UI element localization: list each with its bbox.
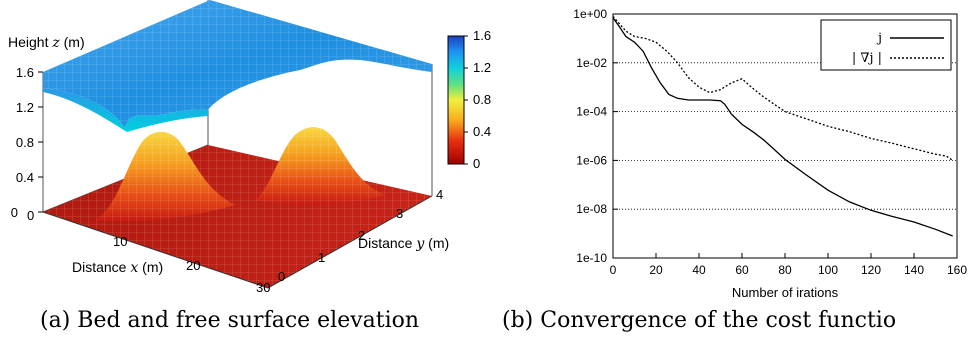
colorbar-tick-label: 1.6: [473, 28, 492, 43]
bed-surface: [43, 127, 432, 288]
x-tick-label: 40: [692, 263, 706, 277]
y-tick-label: 2: [358, 228, 365, 243]
x-tick-label: 60: [735, 263, 749, 277]
plot-front-edges: [42, 195, 433, 289]
y-tick-label: 0: [278, 269, 285, 284]
x-tick-label: 120: [861, 263, 881, 277]
legend: j | ∇j |: [820, 19, 952, 71]
legend-label-j: j: [876, 31, 882, 46]
panel-b-convergence-chart: 1e+00 1e-02 1e-04 1e-06 1e-08 1e-10 0 20 40 60 80…: [480, 0, 968, 350]
x-tick-label: 20: [186, 258, 200, 273]
x-axis: 0 10 20 30 Distance x (m): [27, 208, 270, 295]
colorbar-tick-label: 0.8: [473, 92, 492, 107]
legend-box: [820, 19, 952, 71]
y-tick-label: 1e+00: [573, 7, 607, 21]
x-axis: 0 20 40 60 80 100 120 140 160: [610, 253, 967, 277]
legend-label-gradj: | ∇j |: [852, 51, 882, 66]
colorbar: [447, 35, 468, 165]
z-tick-label: 0.4: [16, 170, 34, 185]
y-tick-label: 1e-10: [576, 251, 607, 265]
y-axis: 1e+00 1e-02 1e-04 1e-06 1e-08 1e-10: [573, 7, 618, 265]
z-tick-label: 1.2: [16, 100, 34, 115]
x-tick-label: 100: [818, 263, 838, 277]
x-tick-label: 10: [113, 234, 127, 249]
x-tick-label: 80: [778, 263, 792, 277]
colorbar-tick-label: 0.4: [473, 124, 492, 139]
x-tick-label: 20: [649, 263, 663, 277]
series-line-j: [612, 17, 953, 237]
caption-b: (b) Convergence of the cost functio: [502, 308, 897, 333]
caption-a: (a) Bed and free surface elevation: [40, 308, 420, 333]
panel-a-surface-plot: 1.6 1.2 0.8 0.4 0 Height z (m) 0 10 20 3…: [0, 0, 491, 350]
y-tick-label: 1e-06: [576, 153, 607, 167]
x-tick-label: 0: [27, 208, 34, 223]
z-tick-label: 0.8: [16, 135, 34, 150]
y-tick-label: 1: [318, 250, 325, 265]
surface-plot-svg: 1.6 1.2 0.8 0.4 0 Height z (m) 0 10 20 3…: [8, 0, 468, 295]
grid-lines: [613, 62, 957, 210]
y-tick-label: 1e-02: [576, 56, 607, 70]
z-tick-label: 0: [11, 205, 18, 220]
y-axis: 0 1 2 3 4 Distance y (m): [278, 187, 449, 284]
colorbar-tick-label: 1.2: [473, 60, 492, 75]
y-tick-label: 3: [396, 206, 403, 221]
x-tick-label: 140: [904, 263, 924, 277]
x-tick-label: 160: [947, 263, 967, 277]
series-group: [612, 15, 954, 237]
z-axis: 1.6 1.2 0.8 0.4 0 Height z (m): [8, 34, 85, 220]
x-tick-label: 0: [610, 263, 617, 277]
x-axis-label: Number of irations: [732, 285, 839, 300]
colorbar-tick-label: 0: [473, 156, 481, 171]
x-axis-label: Distance x (m): [72, 259, 163, 276]
colorbar-gradient: [447, 35, 465, 165]
y-tick-label: 4: [436, 187, 443, 202]
x-tick-label: 30: [256, 280, 270, 295]
y-axis-label: Distance y (m): [358, 235, 449, 252]
free-surface: [43, 0, 432, 132]
y-tick-label: 1e-04: [576, 105, 607, 119]
z-axis-label: Height z (m): [8, 34, 85, 51]
z-tick-label: 1.6: [16, 65, 34, 80]
y-tick-label: 1e-08: [576, 202, 607, 216]
series-line-gradj: [612, 15, 954, 161]
convergence-chart-svg: 1e+00 1e-02 1e-04 1e-06 1e-08 1e-10 0 20 40 60 80…: [573, 7, 967, 300]
